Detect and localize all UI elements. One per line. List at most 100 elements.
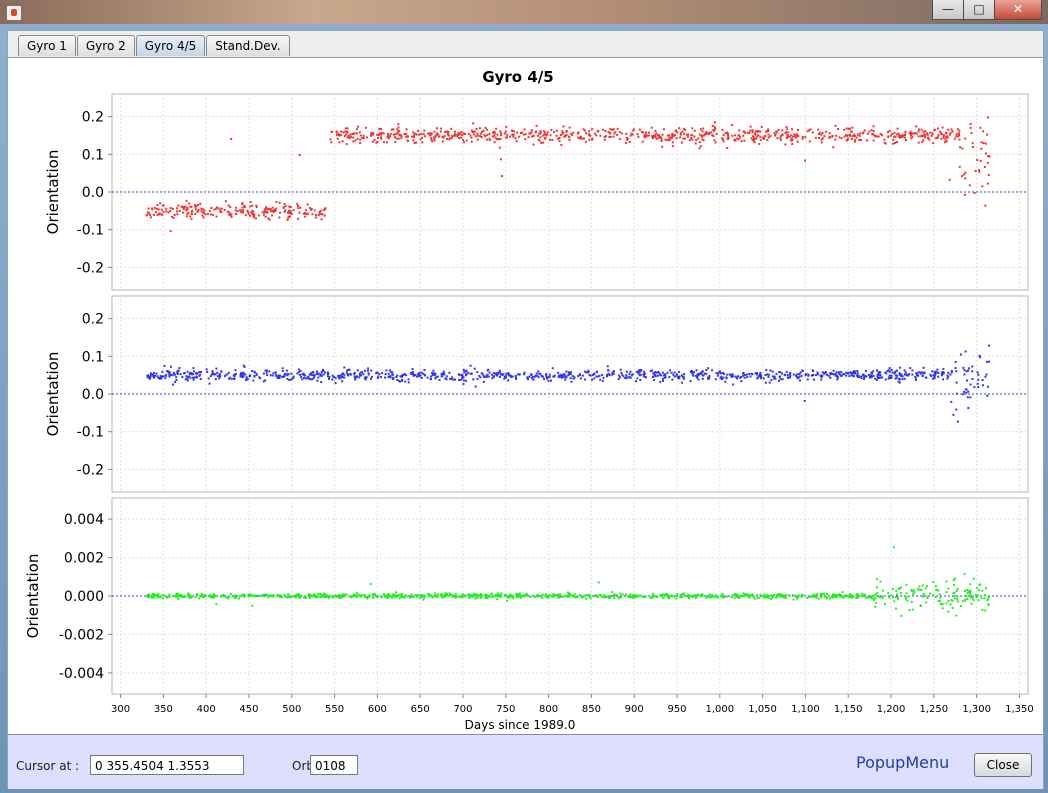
data-point [955, 133, 958, 136]
data-point [777, 128, 780, 131]
data-point [441, 596, 444, 599]
data-point [952, 579, 955, 582]
maximize-icon[interactable]: □ [963, 0, 995, 20]
data-point [281, 375, 284, 378]
data-point [557, 371, 560, 374]
y-axis-label: Orientation [44, 352, 62, 437]
data-point [969, 122, 972, 125]
data-point [448, 138, 451, 141]
data-point [856, 374, 859, 377]
data-point [629, 376, 632, 379]
data-point [436, 375, 439, 378]
data-point [864, 596, 867, 599]
data-point [446, 594, 449, 597]
data-point [591, 138, 594, 141]
data-point [984, 204, 987, 207]
cursor-field[interactable]: 0 355.4504 1.3553 [90, 755, 244, 775]
orbit-field[interactable]: 0108 [310, 755, 358, 775]
data-point [512, 135, 515, 138]
data-point [715, 133, 718, 136]
data-point [887, 136, 890, 139]
data-point [713, 126, 716, 129]
data-point [462, 141, 465, 144]
data-point [341, 593, 344, 596]
data-point [522, 594, 525, 597]
data-point [372, 595, 375, 598]
chart-svg[interactable]: Gyro 4/5 0.20.10.0-0.1-0.2Orientation0.2… [8, 58, 1043, 734]
data-point [512, 597, 515, 600]
data-point [974, 169, 977, 172]
close-button[interactable]: Close [974, 753, 1032, 777]
popup-menu-link[interactable]: PopupMenu [856, 753, 950, 772]
data-point [744, 594, 747, 597]
data-point [375, 596, 378, 599]
close-icon[interactable]: ✕ [994, 0, 1042, 20]
data-point [879, 376, 882, 379]
data-point [157, 592, 160, 595]
data-point [400, 134, 403, 137]
data-point [420, 594, 423, 597]
data-point [358, 372, 361, 375]
minimize-icon[interactable]: — [932, 0, 964, 20]
data-point [462, 383, 465, 386]
data-point [984, 152, 987, 155]
data-point [268, 218, 271, 221]
tab-gyro-4-5[interactable]: Gyro 4/5 [135, 35, 206, 56]
data-point [591, 137, 594, 140]
data-point [545, 593, 548, 596]
tab-gyro-1[interactable]: Gyro 1 [18, 35, 76, 56]
data-point [682, 592, 685, 595]
data-point [735, 377, 738, 380]
data-point [874, 605, 877, 608]
tab-stand-dev[interactable]: Stand.Dev. [206, 35, 290, 56]
data-point [889, 377, 892, 380]
data-point [898, 373, 901, 376]
y-tick-label: 0.0 [82, 185, 104, 201]
data-point [810, 595, 813, 598]
data-point [359, 138, 362, 141]
data-point [486, 133, 489, 136]
data-point [166, 596, 169, 599]
data-point [349, 373, 352, 376]
data-point [431, 372, 434, 375]
data-point [209, 213, 212, 216]
data-point [708, 375, 711, 378]
data-point [221, 594, 224, 597]
data-point [512, 133, 515, 136]
tab-gyro-2[interactable]: Gyro 2 [76, 35, 135, 56]
data-point [176, 594, 179, 597]
data-point [180, 205, 183, 208]
data-point [798, 373, 801, 376]
data-point [452, 378, 455, 381]
data-point [726, 595, 729, 598]
data-point [821, 593, 824, 596]
data-point [711, 369, 714, 372]
data-point [777, 379, 780, 382]
data-point [781, 595, 784, 598]
data-point [751, 138, 754, 141]
data-point [255, 594, 258, 597]
data-point [473, 367, 476, 370]
data-point [482, 129, 485, 132]
data-point [804, 136, 807, 139]
data-point [423, 596, 426, 599]
title-bar[interactable]: — □ ✕ [0, 0, 1048, 24]
data-point [412, 595, 415, 598]
data-point [405, 128, 408, 131]
data-point [831, 134, 834, 137]
data-point [749, 125, 752, 128]
data-point [529, 132, 532, 135]
data-point [743, 593, 746, 596]
data-point [734, 593, 737, 596]
data-point [577, 136, 580, 139]
data-point [298, 211, 301, 214]
data-point [706, 595, 709, 598]
data-point [583, 137, 586, 140]
data-point [721, 128, 724, 131]
data-point [341, 375, 344, 378]
data-point [988, 155, 991, 158]
java-app-icon[interactable] [6, 5, 22, 21]
